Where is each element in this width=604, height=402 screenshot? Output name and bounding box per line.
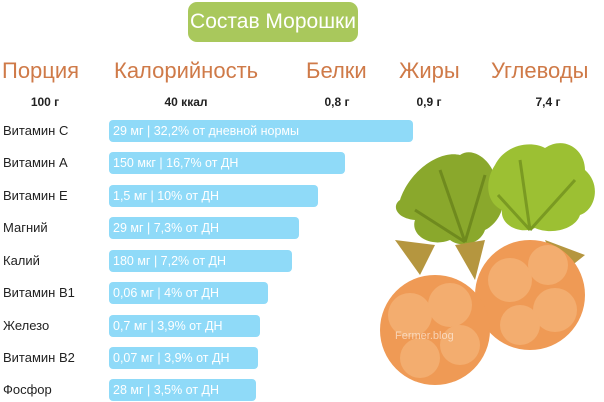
value-fat: 0,9 г <box>416 95 442 109</box>
page-title: Состав Морошки <box>188 2 358 42</box>
bar-row: Фосфор 28 мг | 3,5% от ДН <box>0 379 420 401</box>
bar-row: Калий 180 мг | 7,2% от ДН <box>0 250 420 272</box>
value-portion: 100 г <box>30 95 60 109</box>
bar-row: Витамин E 1,5 мг | 10% от ДН <box>0 185 420 207</box>
bar <box>109 379 256 401</box>
category-label: Витамин E <box>3 188 68 203</box>
sepals <box>395 240 585 280</box>
value-protein: 0,8 г <box>324 95 350 109</box>
category-label: Витамин B2 <box>3 350 75 365</box>
data-label: 150 мкг | 16,7% от ДН <box>113 156 239 170</box>
data-label: 1,5 мг | 10% от ДН <box>113 189 220 203</box>
leaf-left <box>395 152 504 245</box>
data-label: 29 мг | 7,3% от ДН <box>113 221 220 235</box>
bar-row: Магний 29 мг | 7,3% от ДН <box>0 217 420 239</box>
bar <box>109 120 413 142</box>
header-calories: Калорийность <box>114 58 259 83</box>
bar <box>109 282 268 304</box>
data-label: 0,7 мг | 3,9% от ДН <box>113 319 223 333</box>
data-label: 180 мг | 7,2% от ДН <box>113 254 227 268</box>
value-carbs: 7,4 г <box>535 95 561 109</box>
bar <box>109 152 345 174</box>
data-label: 29 мг | 32,2% от дневной нормы <box>113 124 299 138</box>
cloudberry-illustration <box>380 143 595 385</box>
category-label: Железо <box>3 318 50 333</box>
category-label: Витамин B1 <box>3 285 75 300</box>
watermark: Fermer.blog <box>395 330 454 342</box>
bar <box>109 250 292 272</box>
category-label: Калий <box>3 253 40 268</box>
header-carbs: Углеводы <box>491 58 589 83</box>
header-fat: Жиры <box>399 58 460 83</box>
bar-row: Железо 0,7 мг | 3,9% от ДН <box>0 315 420 337</box>
category-label: Витамин A <box>3 155 68 170</box>
bar-row: Витамин A 150 мкг | 16,7% от ДН <box>0 152 420 174</box>
berry-right <box>475 240 585 350</box>
bar <box>109 185 318 207</box>
bar-row: Витамин B2 0,07 мг | 3,9% от ДН <box>0 347 420 369</box>
berry-left <box>380 275 490 385</box>
data-label: 0,06 мг | 4% от ДН <box>113 286 220 300</box>
bar <box>109 315 260 337</box>
category-label: Витамин C <box>3 123 69 138</box>
leaf-right <box>488 143 595 232</box>
bar-row: Витамин B1 0,06 мг | 4% от ДН <box>0 282 420 304</box>
bar <box>109 347 258 369</box>
data-label: 0,07 мг | 3,9% от ДН <box>113 351 230 365</box>
header-portion: Порция <box>2 58 80 83</box>
header-protein: Белки <box>306 58 367 83</box>
category-label: Магний <box>3 220 48 235</box>
data-label: 28 мг | 3,5% от ДН <box>113 383 220 397</box>
value-calories: 40 ккал <box>164 95 208 109</box>
bar <box>109 217 299 239</box>
bar-row: Витамин C 29 мг | 32,2% от дневной нормы <box>0 120 420 142</box>
category-label: Фосфор <box>3 382 52 397</box>
